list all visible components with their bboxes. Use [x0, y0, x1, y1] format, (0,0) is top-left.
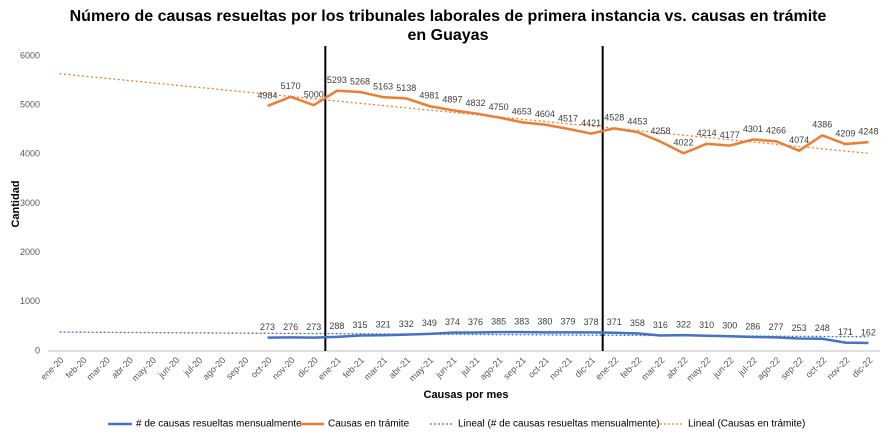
data-label: 4386 — [812, 120, 832, 130]
data-label: 171 — [838, 327, 853, 337]
x-tick-label: ago-22 — [755, 355, 782, 382]
data-label: 5000 — [304, 90, 324, 100]
data-label: 315 — [352, 320, 367, 330]
y-tick-label: 6000 — [20, 50, 40, 60]
data-label: 378 — [584, 317, 599, 327]
x-tick-label: may-20 — [130, 355, 158, 383]
data-label: 4604 — [535, 109, 555, 119]
y-tick-label: 5000 — [20, 100, 40, 110]
legend-label: Lineal (Causas en trámite) — [688, 419, 805, 430]
data-label: 286 — [745, 321, 760, 331]
x-tick-label: mar-22 — [639, 355, 666, 382]
data-label: 277 — [768, 322, 783, 332]
data-label: 4421 — [581, 118, 601, 128]
x-tick-label: ene-22 — [593, 355, 620, 382]
x-tick-label: may-21 — [407, 355, 435, 383]
data-label: 376 — [468, 317, 483, 327]
data-label: 332 — [399, 319, 414, 329]
data-label: 4984 — [258, 90, 278, 100]
data-label: 322 — [676, 320, 691, 330]
y-tick-label: 3000 — [20, 198, 40, 208]
data-label: 4453 — [627, 116, 647, 126]
data-label: 276 — [283, 322, 298, 332]
data-label: 4209 — [835, 128, 855, 138]
data-label: 4750 — [489, 102, 509, 112]
x-tick-label: sep-21 — [501, 355, 528, 382]
data-label: 4517 — [558, 113, 578, 123]
data-label: 5268 — [350, 76, 370, 86]
x-tick-label: dic-22 — [850, 355, 874, 379]
data-label: 371 — [607, 317, 622, 327]
legend-label: # de causas resueltas mensualmente — [136, 419, 302, 430]
data-label: 5138 — [396, 83, 416, 93]
chart-title: Número de causas resueltas por los tribu… — [70, 8, 827, 25]
data-label: 4528 — [604, 113, 624, 123]
legend-label: Lineal (# de causas resueltas mensualmen… — [458, 419, 660, 430]
data-label: 321 — [376, 320, 391, 330]
data-label: 4214 — [697, 128, 717, 138]
data-label: 253 — [792, 323, 807, 333]
legend-label: Causas en trámite — [328, 419, 410, 430]
data-label: 349 — [422, 318, 437, 328]
data-label: 4981 — [419, 90, 439, 100]
data-label: 4897 — [442, 95, 462, 105]
x-tick-label: jun-21 — [433, 355, 458, 380]
chart-subtitle: en Guayas — [408, 27, 489, 44]
data-label: 248 — [815, 323, 830, 333]
data-label: 380 — [537, 317, 552, 327]
x-tick-label: oct-20 — [249, 355, 274, 380]
data-label: 385 — [491, 316, 506, 326]
data-label: 4022 — [674, 138, 694, 148]
x-tick-label: nov-22 — [825, 355, 852, 382]
data-label: 310 — [699, 320, 714, 330]
series-line — [267, 89, 869, 155]
y-tick-label: 1000 — [20, 296, 40, 306]
x-tick-label: ago-20 — [201, 355, 228, 382]
y-tick-label: 2000 — [20, 247, 40, 257]
x-tick-label: oct-22 — [804, 355, 829, 380]
data-label: 5163 — [373, 82, 393, 92]
data-label: 383 — [514, 317, 529, 327]
trend-line — [59, 331, 869, 338]
data-label: 4266 — [766, 126, 786, 136]
x-tick-label: sep-20 — [224, 355, 251, 382]
x-axis-title: Causas por mes — [424, 389, 509, 401]
data-label: 300 — [722, 321, 737, 331]
y-axis-title: Cantidad — [10, 180, 22, 227]
x-tick-label: ene-20 — [39, 355, 66, 382]
x-tick-label: ene-21 — [316, 355, 343, 382]
data-label: 162 — [861, 327, 876, 337]
x-tick-label: jun-22 — [710, 355, 735, 380]
data-label: 273 — [306, 322, 321, 332]
data-label: 5170 — [281, 81, 301, 91]
data-label: 4301 — [743, 124, 763, 134]
trend-line — [59, 73, 869, 154]
data-label: 358 — [630, 318, 645, 328]
data-label: 379 — [560, 317, 575, 327]
x-tick-label: mar-20 — [85, 355, 112, 382]
data-label: 4258 — [650, 126, 670, 136]
x-tick-label: jun-20 — [156, 355, 181, 380]
data-label: 4248 — [858, 127, 878, 137]
data-label: 4177 — [720, 130, 740, 140]
data-label: 4832 — [466, 98, 486, 108]
x-tick-label: mar-21 — [362, 355, 389, 382]
x-tick-label: oct-21 — [526, 355, 551, 380]
x-tick-label: nov-20 — [270, 355, 297, 382]
data-label: 374 — [445, 317, 460, 327]
data-label: 288 — [329, 321, 344, 331]
data-label: 5293 — [327, 75, 347, 85]
x-tick-label: ago-21 — [478, 355, 505, 382]
data-label: 4653 — [512, 107, 532, 117]
y-tick-label: 4000 — [20, 149, 40, 159]
y-tick-label: 0 — [35, 345, 40, 355]
series-line — [267, 330, 869, 345]
x-tick-label: nov-21 — [548, 355, 575, 382]
data-label: 273 — [260, 322, 275, 332]
data-label: 316 — [653, 320, 668, 330]
x-tick-label: sep-22 — [779, 355, 806, 382]
x-tick-label: may-22 — [684, 355, 712, 383]
data-label: 4074 — [789, 135, 809, 145]
